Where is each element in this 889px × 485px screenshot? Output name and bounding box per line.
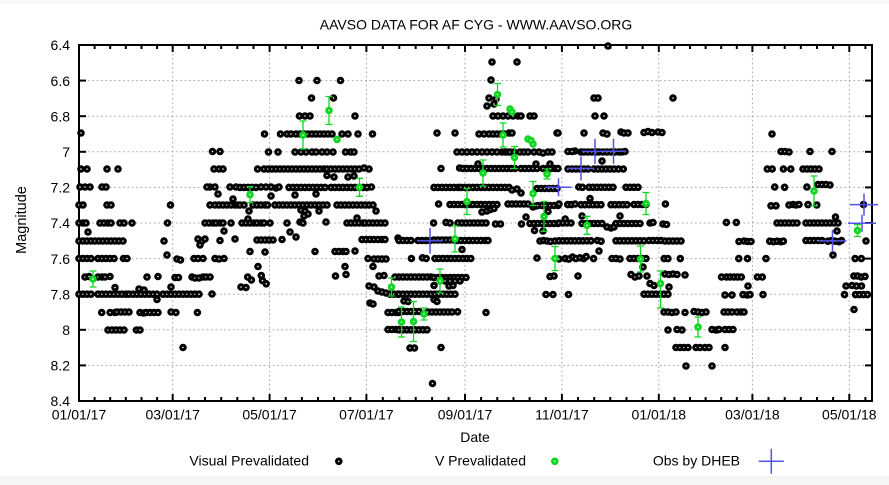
svg-text:03/01/17: 03/01/17 <box>145 407 200 423</box>
svg-text:6.4: 6.4 <box>51 37 71 53</box>
svg-text:09/01/17: 09/01/17 <box>438 407 493 423</box>
svg-text:07/01/17: 07/01/17 <box>339 407 394 423</box>
svg-text:Obs by DHEB: Obs by DHEB <box>653 452 740 468</box>
svg-text:7: 7 <box>62 144 70 160</box>
svg-text:11/01/17: 11/01/17 <box>535 407 589 423</box>
svg-text:01/01/18: 01/01/18 <box>632 407 687 423</box>
svg-text:7.4: 7.4 <box>51 215 71 231</box>
svg-text:Visual Prevalidated: Visual Prevalidated <box>189 452 309 468</box>
svg-text:05/01/18: 05/01/18 <box>822 407 877 423</box>
svg-text:05/01/17: 05/01/17 <box>242 407 297 423</box>
svg-text:8: 8 <box>62 322 70 338</box>
svg-text:8.2: 8.2 <box>51 358 71 374</box>
svg-text:03/01/18: 03/01/18 <box>725 407 780 423</box>
svg-text:6.6: 6.6 <box>51 73 71 89</box>
svg-text:01/01/17: 01/01/17 <box>52 407 107 423</box>
svg-text:6.8: 6.8 <box>51 108 71 124</box>
svg-text:AAVSO DATA FOR AF CYG - WWW.AA: AAVSO DATA FOR AF CYG - WWW.AAVSO.ORG <box>320 17 632 33</box>
svg-text:Magnitude: Magnitude <box>14 186 30 254</box>
svg-text:8.4: 8.4 <box>51 393 71 409</box>
svg-text:Date: Date <box>460 429 490 445</box>
svg-text:7.2: 7.2 <box>51 180 71 196</box>
svg-text:7.8: 7.8 <box>51 286 71 302</box>
svg-text:V Prevalidated: V Prevalidated <box>435 452 526 468</box>
svg-text:7.6: 7.6 <box>51 251 71 267</box>
